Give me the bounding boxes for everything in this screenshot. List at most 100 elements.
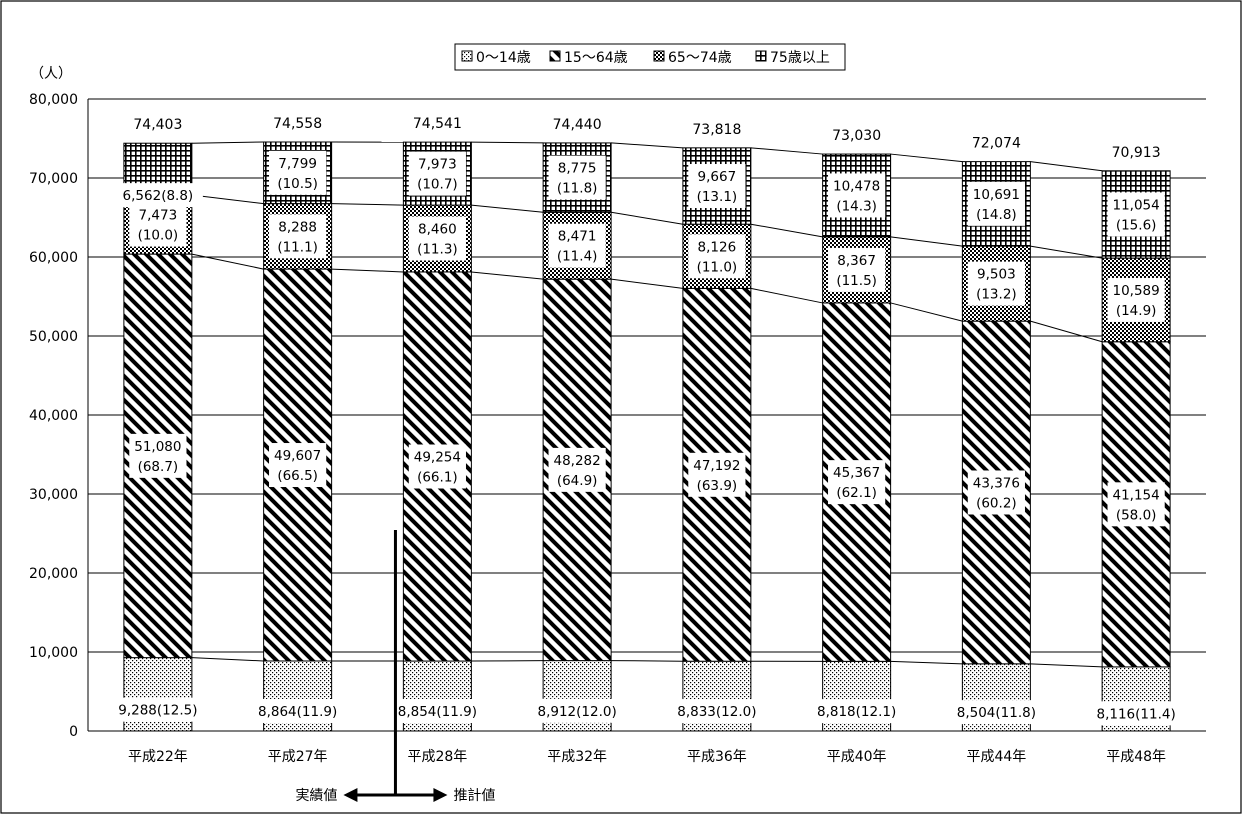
data-label-15-64: (63.9)	[697, 478, 738, 494]
connector-65-74	[1030, 246, 1102, 258]
connector-65-74	[751, 224, 823, 237]
legend-label-65-74: 65～74歳	[668, 50, 732, 66]
total-label: 74,558	[273, 116, 322, 132]
data-label-75-plus: 11,054	[1113, 197, 1160, 213]
data-label-65-74: 8,367	[837, 253, 876, 269]
legend-swatch-75-plus	[756, 51, 766, 61]
legend-label-0-14: 0～14歳	[476, 50, 531, 66]
total-label: 74,403	[133, 117, 182, 133]
connector-65-74	[891, 237, 963, 246]
data-label-15-64: 43,376	[973, 475, 1020, 491]
data-label-65-74: (11.3)	[417, 242, 458, 258]
connector-15-64	[471, 272, 543, 279]
data-label-75-plus: 7,799	[278, 156, 317, 172]
x-tick-label: 平成44年	[966, 749, 1026, 765]
data-label-65-74: 8,288	[278, 219, 317, 235]
total-label: 74,541	[413, 116, 462, 132]
data-label-75-plus: (14.8)	[976, 207, 1017, 223]
y-axis-unit-label: （人）	[30, 66, 72, 82]
data-label-65-74: (10.0)	[138, 228, 179, 244]
data-label-65-74: (11.5)	[836, 273, 877, 289]
connector-0-14	[611, 661, 683, 662]
connector-75-plus	[891, 154, 963, 162]
data-label-0-14: 8,833(12.0)	[677, 704, 756, 720]
data-label-15-64: 41,154	[1113, 487, 1160, 503]
connector-15-64	[192, 254, 264, 269]
data-label-65-74: 9,503	[977, 267, 1016, 283]
data-label-75-plus: (11.8)	[557, 181, 598, 197]
data-label-65-74: (11.0)	[697, 259, 738, 275]
total-label: 73,030	[832, 128, 881, 144]
data-label-15-64: (64.9)	[557, 473, 598, 489]
y-tick-label: 40,000	[29, 408, 78, 424]
x-tick-label: 平成32年	[547, 749, 607, 765]
data-label-0-14: 8,818(12.1)	[817, 704, 896, 720]
y-tick-label: 50,000	[29, 329, 78, 345]
legend-swatch-0-14	[462, 51, 472, 61]
data-label-75-plus: (14.3)	[836, 198, 877, 214]
grid-lines	[88, 99, 1206, 731]
connector-75-plus	[751, 148, 823, 154]
connector-65-74	[611, 212, 683, 224]
data-label-75-plus: (15.6)	[1116, 217, 1157, 233]
data-label-15-64: (58.0)	[1116, 507, 1157, 523]
estimated-values-label: 推計値	[453, 788, 495, 804]
data-label-15-64: 49,607	[274, 448, 321, 464]
data-label-75-plus: 7,973	[418, 157, 457, 173]
connector-15-64	[1030, 321, 1102, 342]
connector-75-plus	[611, 143, 683, 148]
data-label-0-14: 8,504(11.8)	[957, 705, 1036, 721]
data-label-65-74: (14.9)	[1116, 303, 1157, 319]
y-tick-label: 80,000	[29, 92, 78, 108]
data-label-0-14: 9,288(12.5)	[118, 703, 197, 719]
x-tick-label: 平成22年	[128, 749, 188, 765]
data-label-15-64: 48,282	[554, 453, 601, 469]
data-label-75-plus: (10.7)	[417, 177, 458, 193]
data-label-15-64: 45,367	[833, 465, 880, 481]
data-label-65-74: 7,473	[139, 208, 178, 224]
data-label-65-74: (11.4)	[557, 249, 598, 265]
connector-0-14	[1030, 664, 1102, 667]
data-label-15-64: (60.2)	[976, 495, 1017, 511]
data-label-0-14: 8,854(11.9)	[398, 704, 477, 720]
connector-75-plus	[471, 142, 543, 143]
total-label: 72,074	[972, 136, 1021, 152]
data-label-0-14: 8,864(11.9)	[258, 704, 337, 720]
data-label-65-74: 8,126	[698, 239, 737, 255]
data-label-15-64: 47,192	[693, 458, 740, 474]
connector-0-14	[192, 658, 264, 661]
data-label-75-plus: 8,775	[558, 161, 597, 177]
connector-15-64	[891, 303, 963, 321]
x-tick-label: 平成40年	[827, 749, 887, 765]
data-label-75-plus: (10.5)	[277, 176, 318, 192]
data-label-75-plus: (13.1)	[697, 189, 738, 205]
y-axis-ticks: 0 10,000 20,000 30,000 40,000 50,000 60,000 70,…	[29, 92, 78, 740]
data-label-0-14: 8,116(11.4)	[1097, 706, 1176, 722]
data-label-65-74: 8,460	[418, 222, 457, 238]
connector-15-64	[611, 279, 683, 288]
y-tick-label: 30,000	[29, 487, 78, 503]
legend-label-15-64: 15～64歳	[564, 50, 628, 66]
x-tick-label: 平成48年	[1106, 749, 1166, 765]
x-tick-label: 平成36年	[687, 749, 747, 765]
x-tick-label: 平成27年	[268, 749, 328, 765]
connector-15-64	[332, 269, 404, 272]
connector-15-64	[751, 288, 823, 303]
y-tick-label: 20,000	[29, 566, 78, 582]
data-label-65-74: 10,589	[1113, 283, 1160, 299]
data-label-15-64: 49,254	[414, 450, 461, 466]
data-label-75-plus: 10,478	[833, 178, 880, 194]
legend-swatch-65-74	[654, 51, 664, 61]
total-label: 70,913	[1112, 145, 1161, 161]
connector-65-74	[332, 204, 404, 206]
total-label: 73,818	[692, 122, 741, 138]
data-label-75-plus: 6,562(8.8)	[123, 188, 194, 204]
legend-swatch-15-64	[550, 51, 560, 61]
y-tick-label: 0	[69, 724, 78, 740]
connector-75-plus	[1030, 162, 1102, 171]
data-label-15-64: 51,080	[134, 439, 181, 455]
total-label: 74,440	[553, 117, 602, 133]
data-label-65-74: (11.1)	[277, 239, 318, 255]
actual-values-label: 実績値	[295, 788, 337, 804]
